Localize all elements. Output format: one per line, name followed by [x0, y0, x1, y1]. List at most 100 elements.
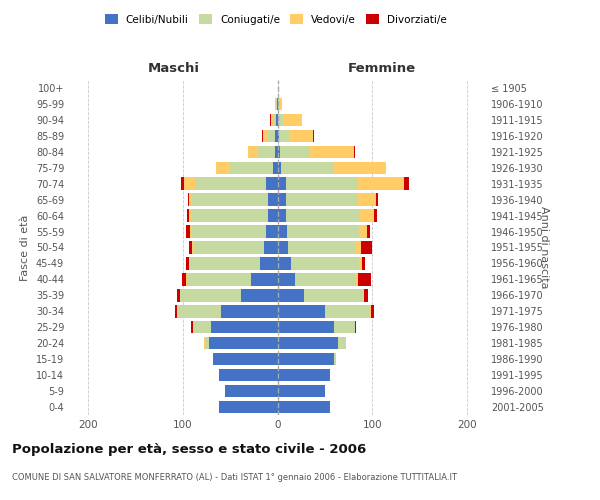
Bar	[358, 273, 371, 285]
Bar	[270, 114, 271, 126]
Bar	[357, 178, 404, 190]
Bar	[277, 305, 325, 318]
Bar	[180, 289, 241, 302]
Bar	[376, 194, 378, 206]
Bar	[286, 178, 357, 190]
Bar	[188, 194, 190, 206]
Bar	[275, 146, 277, 158]
Bar	[355, 321, 356, 334]
Bar	[209, 337, 277, 349]
Bar	[334, 321, 355, 334]
Bar	[271, 114, 273, 126]
Bar	[277, 321, 334, 334]
Bar	[213, 353, 277, 366]
Bar	[277, 289, 304, 302]
Bar	[192, 210, 268, 222]
Bar	[241, 289, 277, 302]
Bar	[288, 242, 356, 254]
Bar	[205, 337, 209, 349]
Bar	[268, 194, 277, 206]
Bar	[184, 178, 195, 190]
Bar	[367, 226, 370, 238]
Bar	[185, 226, 190, 238]
Bar	[230, 162, 273, 174]
Bar	[404, 178, 409, 190]
Bar	[216, 162, 230, 174]
Bar	[277, 273, 295, 285]
Bar	[266, 226, 277, 238]
Bar	[211, 321, 277, 334]
Bar	[309, 146, 354, 158]
Bar	[187, 273, 251, 285]
Bar	[280, 146, 309, 158]
Bar	[354, 146, 355, 158]
Bar	[219, 369, 277, 382]
Bar	[289, 130, 313, 142]
Text: COMUNE DI SAN SALVATORE MONFERRATO (AL) - Dati ISTAT 1° gennaio 2006 - Elaborazi: COMUNE DI SAN SALVATORE MONFERRATO (AL) …	[12, 472, 457, 482]
Bar	[361, 242, 372, 254]
Bar	[187, 210, 190, 222]
Bar	[357, 194, 376, 206]
Bar	[313, 130, 314, 142]
Bar	[286, 194, 357, 206]
Bar	[192, 242, 194, 254]
Bar	[257, 146, 275, 158]
Bar	[268, 130, 275, 142]
Bar	[277, 337, 338, 349]
Text: Femmine: Femmine	[347, 62, 416, 75]
Bar	[286, 210, 360, 222]
Bar	[277, 114, 278, 126]
Bar	[370, 305, 371, 318]
Bar	[194, 321, 211, 334]
Bar	[334, 353, 336, 366]
Bar	[175, 305, 177, 318]
Text: Maschi: Maschi	[147, 62, 199, 75]
Bar	[190, 226, 192, 238]
Bar	[177, 305, 178, 318]
Bar	[190, 257, 260, 270]
Bar	[248, 146, 257, 158]
Bar	[363, 289, 364, 302]
Bar	[221, 305, 277, 318]
Bar	[178, 305, 221, 318]
Bar	[190, 194, 192, 206]
Bar	[280, 130, 289, 142]
Bar	[185, 257, 190, 270]
Bar	[177, 289, 180, 302]
Bar	[193, 321, 194, 334]
Bar	[277, 194, 286, 206]
Bar	[278, 114, 283, 126]
Bar	[304, 289, 363, 302]
Bar	[283, 114, 302, 126]
Bar	[190, 242, 192, 254]
Bar	[190, 210, 192, 222]
Bar	[182, 273, 185, 285]
Bar	[371, 305, 374, 318]
Bar	[277, 369, 329, 382]
Bar	[273, 114, 275, 126]
Bar	[192, 226, 266, 238]
Text: Popolazione per età, sesso e stato civile - 2006: Popolazione per età, sesso e stato civil…	[12, 442, 366, 456]
Bar	[287, 226, 359, 238]
Bar	[356, 273, 358, 285]
Y-axis label: Anni di nascita: Anni di nascita	[539, 206, 549, 288]
Bar	[295, 273, 356, 285]
Bar	[203, 337, 205, 349]
Bar	[273, 162, 277, 174]
Bar	[359, 257, 362, 270]
Bar	[194, 242, 264, 254]
Bar	[277, 385, 325, 398]
Bar	[325, 305, 370, 318]
Bar	[277, 226, 287, 238]
Bar	[277, 98, 280, 110]
Bar	[356, 242, 361, 254]
Bar	[266, 178, 277, 190]
Bar	[277, 210, 286, 222]
Bar	[262, 130, 263, 142]
Bar	[192, 194, 268, 206]
Bar	[251, 273, 277, 285]
Bar	[277, 162, 281, 174]
Bar	[181, 178, 184, 190]
Bar	[268, 210, 277, 222]
Bar	[359, 226, 367, 238]
